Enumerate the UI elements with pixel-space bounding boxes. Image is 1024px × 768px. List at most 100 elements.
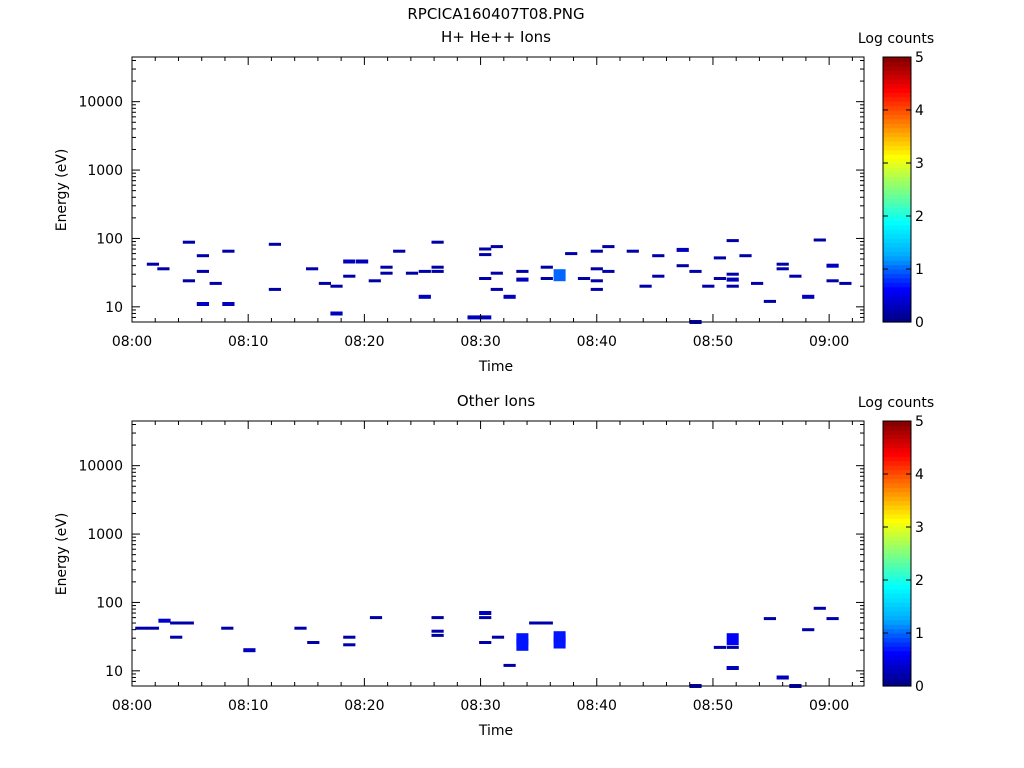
data-cell — [676, 264, 689, 268]
colorbar-segment — [883, 140, 911, 146]
colorbar-segment — [883, 317, 911, 323]
colorbar-tick-label: 5 — [915, 50, 924, 66]
data-cell — [763, 617, 776, 621]
data-cell — [602, 269, 615, 273]
data-cell — [553, 269, 566, 282]
data-cell — [503, 294, 516, 299]
colorbar-segment — [883, 127, 911, 133]
data-cell — [751, 281, 764, 285]
y-tick-label: 100 — [96, 231, 123, 247]
data-cell — [826, 617, 839, 621]
data-cell — [713, 645, 726, 649]
colorbar-segment — [883, 677, 911, 683]
colorbar-segment — [883, 136, 911, 142]
colorbar-segment — [883, 659, 911, 665]
data-cell — [726, 272, 739, 276]
data-cell — [479, 315, 492, 320]
data-cell — [431, 265, 444, 269]
data-cell — [503, 663, 516, 667]
x-axis-label: Time — [478, 723, 513, 739]
data-cell — [479, 253, 492, 257]
colorbar-tick-label: 4 — [915, 103, 924, 119]
colorbar-segment — [883, 264, 911, 270]
colorbar-segment — [883, 456, 911, 462]
data-cell — [170, 621, 183, 625]
data-cell — [479, 247, 492, 251]
panel-title: Other Ions — [457, 392, 535, 410]
colorbar-segment — [883, 553, 911, 559]
data-cell — [726, 666, 739, 670]
data-cell — [330, 284, 343, 288]
data-cell — [146, 626, 159, 630]
colorbar-segment — [883, 469, 911, 475]
colorbar-segment — [883, 566, 911, 572]
data-cell — [590, 249, 603, 253]
data-cell — [431, 240, 444, 244]
data-cell — [516, 277, 529, 282]
data-cell — [516, 269, 529, 273]
colorbar-segment — [883, 207, 911, 213]
data-cell — [343, 643, 356, 647]
colorbar-segment — [883, 580, 911, 586]
colorbar-segment — [883, 83, 911, 89]
colorbar-segment — [883, 522, 911, 528]
colorbar-label: Log counts — [858, 395, 934, 411]
colorbar-segment — [883, 299, 911, 305]
colorbar-segment — [883, 487, 911, 493]
colorbar-segment — [883, 79, 911, 85]
data-cell — [243, 648, 256, 653]
colorbar-segment — [883, 655, 911, 661]
data-cell — [776, 262, 789, 266]
data-cell — [590, 279, 603, 283]
data-cell — [479, 277, 492, 280]
colorbar-segment — [883, 149, 911, 155]
data-cell — [739, 254, 752, 258]
data-cell — [170, 635, 183, 639]
colorbar-segment — [883, 273, 911, 279]
colorbar-segment — [883, 628, 911, 634]
y-tick-label: 10000 — [78, 95, 123, 111]
colorbar-segment — [883, 593, 911, 599]
colorbar-segment — [883, 114, 911, 120]
data-cell — [540, 265, 553, 269]
data-cell — [590, 267, 603, 271]
colorbar-tick-label: 3 — [915, 156, 924, 172]
colorbar-segment — [883, 251, 911, 257]
colorbar-segment — [883, 513, 911, 519]
x-tick-label: 09:00 — [809, 334, 849, 350]
colorbar-segment — [883, 286, 911, 292]
colorbar-frame — [882, 420, 912, 687]
colorbar-segment — [883, 246, 911, 252]
panel-h-he-ions: H+ He++ Ions 08:00 08:10 08:20 08:30 08:40 08… — [54, 28, 934, 375]
colorbar-segment — [883, 216, 911, 222]
data-cell — [393, 249, 406, 253]
colorbar-segment — [883, 500, 911, 506]
colorbar-tick-label: 5 — [915, 414, 924, 430]
data-cell — [158, 618, 171, 623]
data-cell — [380, 265, 393, 269]
data-cell — [268, 242, 281, 246]
data-cell — [209, 281, 222, 285]
data-cell — [776, 267, 789, 271]
x-tick-label: 08:50 — [693, 334, 733, 350]
data-cell — [826, 279, 839, 283]
colorbar-segment — [883, 202, 911, 208]
colorbar-segment — [883, 425, 911, 431]
colorbar-segment — [883, 681, 911, 687]
data-cell — [418, 294, 431, 299]
colorbar-segment — [883, 295, 911, 301]
colorbar-segment — [883, 238, 911, 244]
x-tick-label: 08:20 — [344, 334, 384, 350]
data-cell — [222, 249, 235, 253]
data-cell — [181, 621, 194, 625]
data-cell — [726, 277, 739, 282]
x-axis-label: Time — [478, 359, 513, 375]
colorbar-segment — [883, 602, 911, 608]
data-cell — [146, 262, 159, 266]
colorbar-segment — [883, 474, 911, 480]
colorbar-label: Log counts — [858, 31, 934, 47]
x-tick-label: 09:00 — [809, 698, 849, 714]
colorbar-segment — [883, 597, 911, 603]
colorbar-segment — [883, 224, 911, 230]
